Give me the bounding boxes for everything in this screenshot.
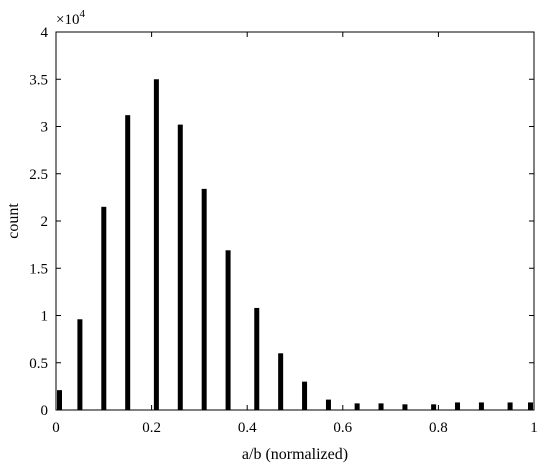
bar <box>325 399 331 410</box>
x-axis-label: a/b (normalized) <box>242 446 348 463</box>
y-tick-label: 0 <box>41 403 49 419</box>
x-tick-label: 0 <box>52 420 60 436</box>
bar <box>354 403 360 410</box>
bars-group <box>57 79 533 411</box>
x-tick-label: 1 <box>530 420 538 436</box>
y-tick-labels: 0 0.5 1 1.5 2 2.5 3 3.5 4 <box>29 25 48 419</box>
y-multiplier-label: ×104 <box>56 8 85 28</box>
bar <box>153 79 159 410</box>
y-tick-label: 3 <box>41 120 49 136</box>
bar <box>177 124 183 411</box>
y-tick-label: 3.5 <box>29 72 48 88</box>
bar <box>77 319 83 410</box>
y-multiplier-exponent: 4 <box>79 8 85 20</box>
bar <box>201 188 207 410</box>
bar <box>302 381 308 410</box>
y-tick-label: 1.5 <box>29 261 48 277</box>
y-tick-label: 0.5 <box>29 356 48 372</box>
bar <box>402 404 408 410</box>
ticks-group <box>55 31 535 411</box>
bar <box>431 404 437 410</box>
x-tick-label: 0.8 <box>429 420 448 436</box>
bar <box>378 403 384 410</box>
x-tick-labels: 0 0.2 0.4 0.6 0.8 1 <box>52 420 538 436</box>
bar <box>125 115 131 410</box>
x-tick-label: 0.4 <box>238 420 257 436</box>
y-tick-label: 2 <box>41 214 49 230</box>
x-tick-label: 0.2 <box>142 420 161 436</box>
x-tick-label: 0.6 <box>333 420 352 436</box>
bar <box>507 402 513 410</box>
bar <box>278 353 284 410</box>
y-multiplier-base: ×10 <box>56 12 79 28</box>
bar <box>101 206 107 410</box>
y-tick-label: 2.5 <box>29 167 48 183</box>
bar <box>455 402 461 410</box>
bar <box>225 250 231 410</box>
bar <box>57 390 62 410</box>
bar <box>528 402 533 410</box>
y-tick-label: 1 <box>41 309 49 325</box>
y-tick-label: 4 <box>41 25 49 41</box>
bar <box>254 307 260 410</box>
y-axis-label: count <box>5 203 22 239</box>
bar <box>478 402 484 410</box>
